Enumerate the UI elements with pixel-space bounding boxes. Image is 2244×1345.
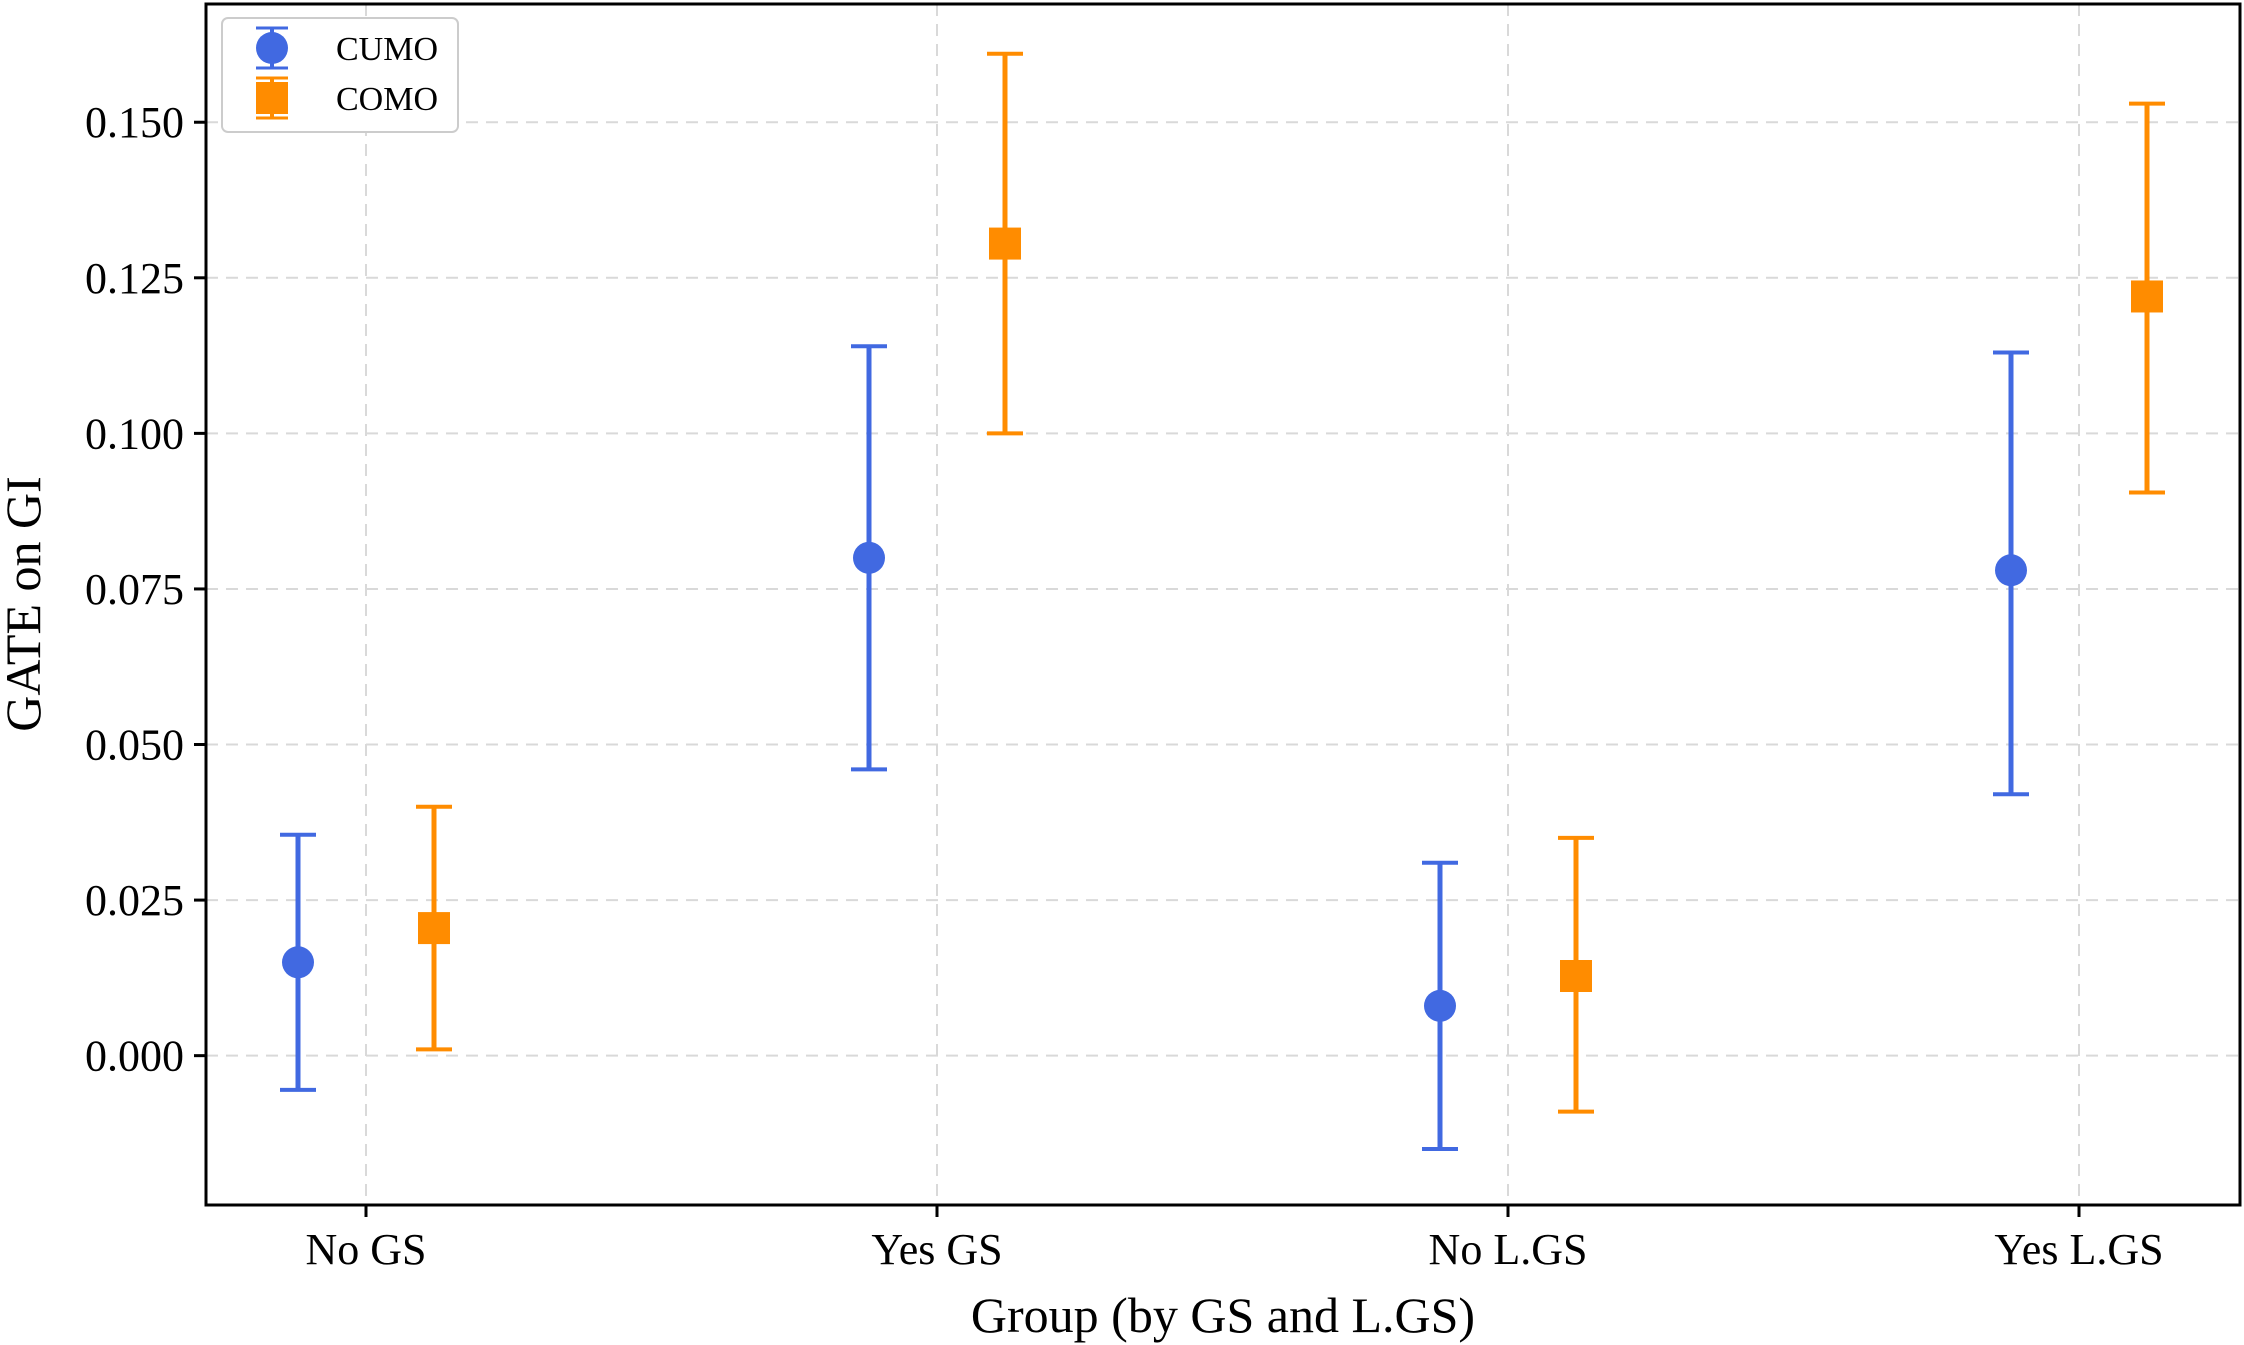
point-marker [282,946,314,979]
x-tick-label: No GS [305,1225,426,1274]
point-marker [1560,960,1592,993]
x-tick-label: Yes GS [871,1225,1002,1274]
point-marker [418,912,450,945]
point-marker [989,227,1021,260]
point-marker [853,541,885,574]
plot-frame [204,2,2242,1207]
errorbar-point-como [2129,101,2165,495]
legend-label: COMO [336,81,438,118]
point-marker [1424,989,1456,1022]
point-marker [1995,554,2027,587]
y-tick-label: 0.000 [85,1032,184,1081]
axis-ticks: 0.000 0.025 0.050 0.075 0.100 0.125 0.150 No GS… [85,98,2164,1274]
y-tick-label: 0.100 [85,409,184,458]
point-marker [2131,280,2163,313]
data-marks [280,51,2165,1151]
y-axis-label: GATE on GI [0,476,51,732]
errorbar-point-como [987,51,1023,436]
y-tick-label: 0.025 [85,876,184,925]
y-tick-label: 0.050 [85,721,184,770]
legend-items: CUMO COMO [256,26,438,120]
legend: CUMO COMO [221,17,459,133]
y-tick-label: 0.150 [85,98,184,147]
errorbar-point-cumo [1422,860,1458,1151]
errorbar-point-cumo [851,344,887,772]
x-tick-label: No L.GS [1429,1225,1588,1274]
x-tick-label: Yes L.GS [1994,1225,2163,1274]
y-tick-label: 0.075 [85,565,184,614]
legend-item-cumo: CUMO [256,26,438,70]
legend-label: CUMO [336,31,438,68]
errorbar-point-cumo [1993,350,2029,797]
grid-lines [206,4,2240,1205]
y-tick-label: 0.125 [85,254,184,303]
errorbar-point-cumo [280,832,316,1092]
errorbar-point-como [1558,835,1594,1114]
errorbar-point-como [416,804,452,1052]
legend-marker [256,82,288,114]
legend-marker [256,32,288,64]
x-axis-label: Group (by GS and L.GS) [971,1287,1475,1343]
legend-item-como: COMO [256,76,438,120]
